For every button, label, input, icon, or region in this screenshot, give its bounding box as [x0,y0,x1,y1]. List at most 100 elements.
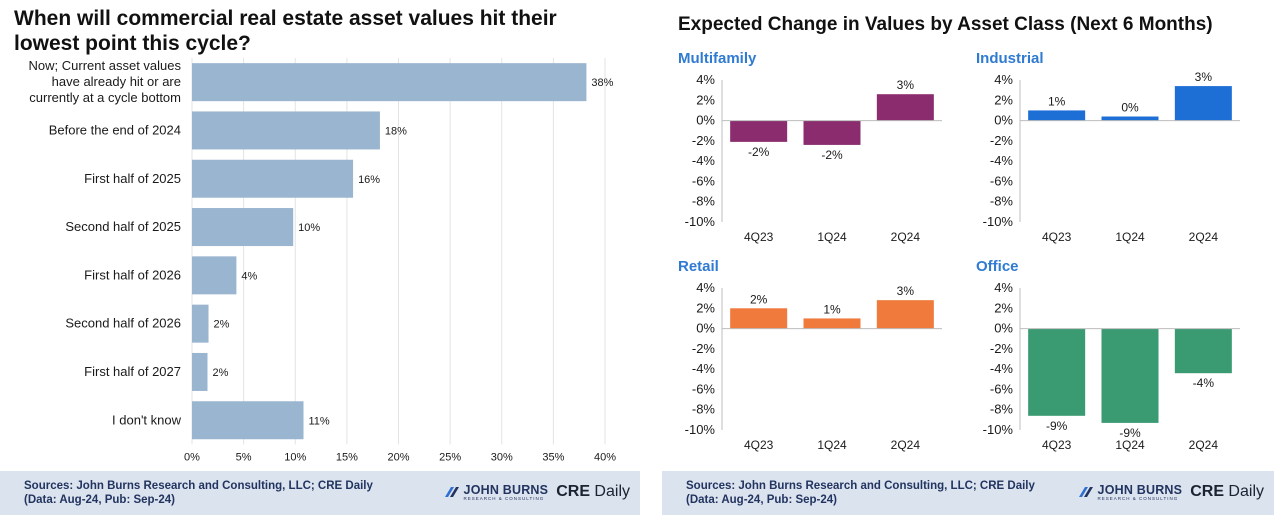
john-burns-mark-icon [1078,487,1093,497]
y-tick-label: -6% [990,381,1014,396]
data-label: 2% [214,319,230,331]
john-burns-logo: JOHN BURNS RESEARCH & CONSULTING [1078,482,1183,501]
cre-bold: CRE [1190,483,1224,500]
y-tick-label: -2% [692,341,716,356]
y-tick-label: -6% [990,173,1014,188]
bar [803,120,861,145]
data-note: (Data: Aug-24, Pub: Sep-24) [686,494,838,506]
john-burns-name: JOHN BURNS [1097,482,1183,497]
y-tick-label: 0% [994,321,1013,336]
x-tick-label: 40% [594,451,616,463]
data-label: 3% [897,78,915,92]
left-chart-panel: When will commercial real estate asset v… [0,7,640,515]
y-tick-label: -8% [692,194,716,209]
y-tick-label: -4% [692,361,716,376]
data-label: -9% [1119,426,1141,440]
data-label: 0% [1121,101,1139,115]
y-tick-label: 4% [994,280,1013,295]
x-tick-label: 2Q24 [1189,230,1219,244]
x-tick-label: 4Q23 [744,230,774,244]
y-tick-label: -4% [692,153,716,168]
logos: JOHN BURNS RESEARCH & CONSULTING CRE Dai… [444,483,630,501]
category-label: Second half of 2026 [65,316,181,331]
data-label: 1% [1048,94,1066,108]
bar [803,318,861,329]
x-tick-label: 30% [491,451,513,463]
y-tick-label: 0% [696,321,715,336]
bar [192,111,380,150]
cre-daily-logo: CRE Daily [556,483,630,501]
bar [192,63,587,102]
category-label: currently at a cycle bottom [29,90,181,105]
x-tick-label: 2Q24 [891,230,921,244]
panel-title: Retail [678,258,719,275]
y-tick-label: -8% [990,194,1014,209]
bar [1174,328,1232,374]
bar [1101,328,1159,423]
y-tick-label: 2% [994,300,1013,315]
x-tick-label: 2Q24 [891,438,921,452]
bar [192,159,354,198]
bar [876,94,934,121]
y-tick-label: -10% [983,422,1014,437]
data-label: 38% [591,77,613,89]
x-tick-label: 5% [236,451,252,463]
x-tick-label: 35% [542,451,564,463]
bar [730,308,788,329]
y-tick-label: 4% [994,72,1013,87]
y-tick-label: -10% [685,214,716,229]
data-label: -4% [1193,376,1215,390]
x-tick-label: 1Q24 [1115,230,1145,244]
data-label: 2% [750,292,768,306]
category-label: Second half of 2025 [65,219,181,234]
y-tick-label: -10% [685,422,716,437]
asset-class-small-multiples: Multifamily 4% 2% 0% -2% -4% -6% -8% -10% -2% 4Q23… [678,50,1240,452]
data-label: 4% [241,270,257,282]
cre-rest: Daily [589,483,630,500]
john-burns-sub: RESEARCH & CONSULTING [463,495,545,501]
y-tick-label: -2% [990,133,1014,148]
y-tick-label: -2% [990,341,1014,356]
x-tick-label: 4Q23 [744,438,774,452]
y-tick-label: 2% [994,92,1013,107]
x-tick-label: 1Q24 [817,438,847,452]
y-tick-label: 0% [696,113,715,128]
category-label: have already hit or are [52,74,181,89]
x-tick-label: 1Q24 [817,230,847,244]
john-burns-mark-icon [444,487,459,497]
panel-title: Multifamily [678,50,757,67]
data-label: 11% [309,415,330,427]
x-tick-label: 10% [284,451,306,463]
left-source-text: Sources: John Burns Research and Consult… [24,479,373,507]
y-tick-label: -10% [983,214,1014,229]
data-label: -2% [748,145,770,159]
y-tick-label: -8% [990,402,1014,417]
x-tick-label: 1Q24 [1115,438,1145,452]
source-line: Sources: John Burns Research and Consult… [686,480,1035,492]
y-tick-label: -2% [692,133,716,148]
bar [1028,328,1086,416]
bar [1101,116,1159,121]
y-tick-label: 0% [994,113,1013,128]
x-tick-label: 15% [336,451,358,463]
data-label: 1% [823,302,841,316]
bar [876,300,934,329]
y-tick-label: -6% [692,381,716,396]
x-tick-label: 4Q23 [1042,438,1072,452]
bar [192,208,294,247]
x-tick-label: 0% [184,451,200,463]
john-burns-sub: RESEARCH & CONSULTING [1097,495,1179,501]
y-tick-label: 2% [696,300,715,315]
y-tick-label: -4% [990,153,1014,168]
x-tick-label: 20% [387,451,409,463]
y-tick-label: 4% [696,280,715,295]
y-tick-label: 4% [696,72,715,87]
john-burns-logo: JOHN BURNS RESEARCH & CONSULTING [444,483,549,501]
x-tick-label: 2Q24 [1189,438,1219,452]
category-label: I don't know [112,412,182,427]
data-label: 2% [212,367,228,379]
y-tick-label: -8% [692,402,716,417]
cre-bold: CRE [556,483,590,500]
y-tick-label: -4% [990,361,1014,376]
data-label: 18% [385,125,407,137]
